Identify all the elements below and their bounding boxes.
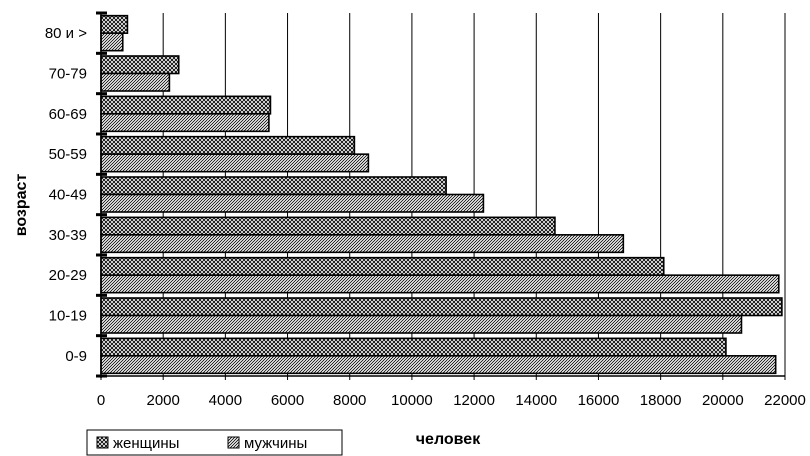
- y-tick-label-7: 70-79: [49, 66, 87, 83]
- x-tick-label-5: 10000: [391, 392, 433, 409]
- x-tick-label-8: 16000: [578, 392, 620, 409]
- y-tick-label-3: 30-39: [49, 227, 87, 244]
- bar-men-6: [100, 113, 270, 133]
- bar-men-4: [100, 193, 485, 213]
- bar-men-7: [100, 72, 171, 92]
- y-tick-label-1: 10-19: [49, 308, 87, 325]
- x-tick-label-1: 2000: [146, 392, 179, 409]
- bar-women-3: [100, 216, 556, 236]
- legend-swatch-men: [227, 436, 240, 449]
- bar-men-2: [100, 274, 780, 294]
- x-tick-labels: 0 2000 4000 6000 8000 10000 12000 14000 16000 180…: [97, 392, 806, 409]
- bar-men-0: [100, 355, 777, 375]
- legend-label-women: женщины: [113, 435, 179, 452]
- legend-box: [86, 429, 343, 456]
- x-tick-label-6: 12000: [453, 392, 495, 409]
- y-tick-label-4: 40-49: [49, 187, 87, 204]
- bar-women-8: [100, 14, 129, 34]
- y-axis-title: возраст: [13, 174, 30, 237]
- x-tick-label-2: 4000: [209, 392, 242, 409]
- bar-women-5: [100, 135, 356, 155]
- legend: женщины мужчины: [86, 429, 343, 456]
- bar-women-1: [100, 297, 783, 317]
- x-tick-label-0: 0: [97, 392, 105, 409]
- bar-women-7: [100, 55, 180, 75]
- x-tick-label-9: 18000: [640, 392, 682, 409]
- bar-women-0: [100, 337, 727, 357]
- y-tick-label-0: 0-9: [65, 348, 87, 365]
- bar-women-6: [100, 95, 272, 115]
- bars: [100, 14, 783, 375]
- bar-men-3: [100, 234, 625, 254]
- x-axis-title: человек: [416, 431, 481, 448]
- bar-women-4: [100, 176, 447, 196]
- legend-swatch-women: [96, 436, 109, 449]
- x-tick-label-7: 14000: [515, 392, 557, 409]
- y-tick-label-2: 20-29: [49, 267, 87, 284]
- axes: [96, 11, 786, 380]
- x-tick-label-11: 22000: [764, 392, 806, 409]
- bar-men-8: [100, 32, 124, 52]
- bar-men-5: [100, 153, 370, 173]
- y-tick-labels: 0-9 10-19 20-29 30-39 40-49 50-59 60-69 70-79 80…: [45, 25, 87, 365]
- x-tick-label-10: 20000: [702, 392, 744, 409]
- bar-women-2: [100, 256, 665, 276]
- legend-label-men: мужчины: [244, 435, 307, 452]
- bar-men-1: [100, 314, 743, 334]
- y-tick-label-6: 60-69: [49, 106, 87, 123]
- x-tick-label-3: 6000: [271, 392, 304, 409]
- y-tick-label-5: 50-59: [49, 146, 87, 163]
- x-tick-label-4: 8000: [333, 392, 366, 409]
- y-tick-label-8: 80 и >: [45, 25, 87, 42]
